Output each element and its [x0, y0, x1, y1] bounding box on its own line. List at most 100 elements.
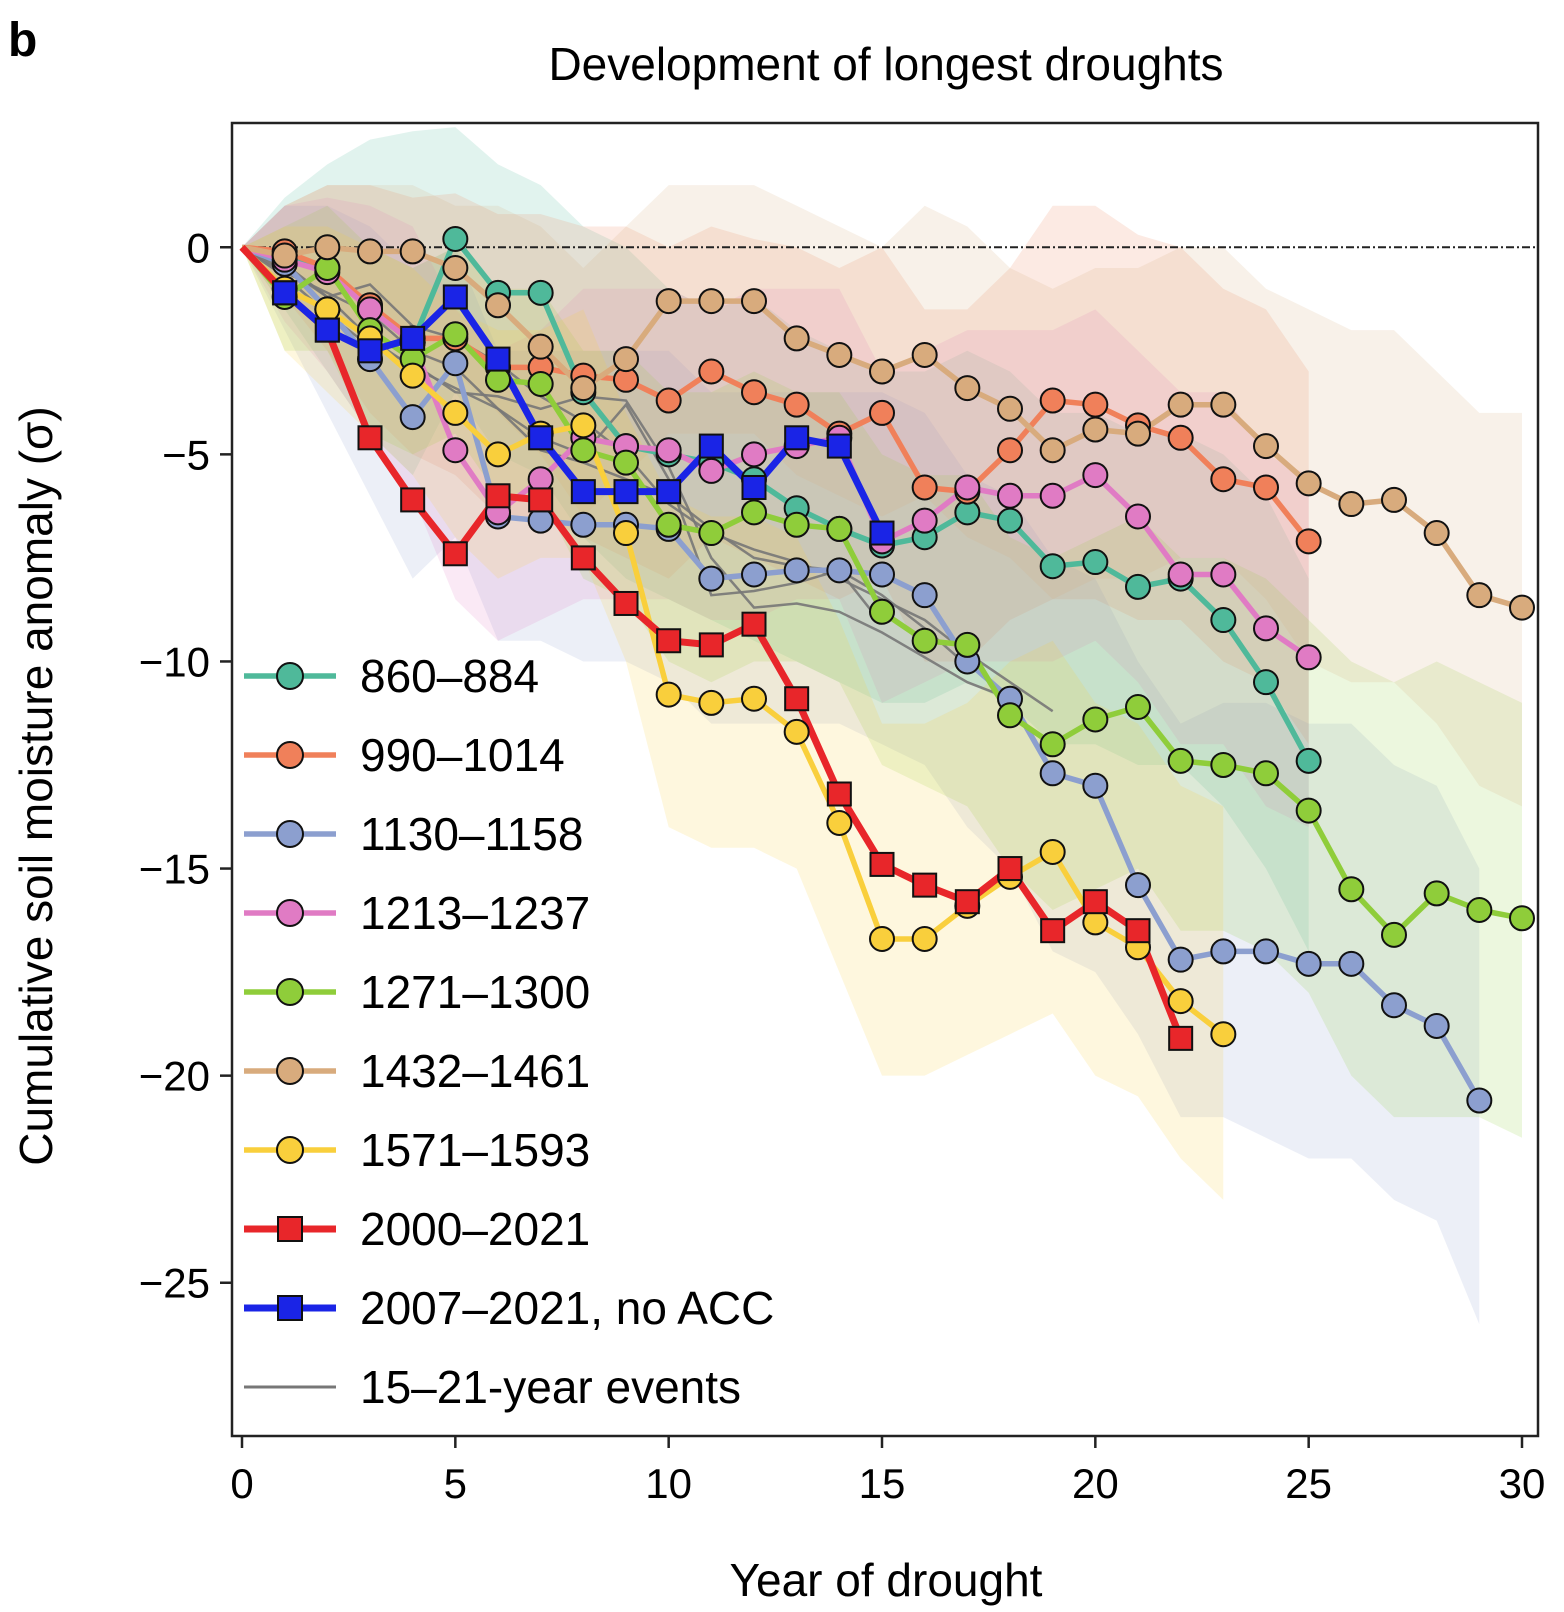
y-tick-label-3: −15 [139, 846, 210, 893]
x-tick-label-15: 15 [859, 1460, 906, 1507]
point-1432-1461-8 [570, 375, 597, 402]
point-1432-1461-14 [826, 341, 853, 368]
point-990-1014-13 [783, 391, 810, 418]
point-2000-2021-15 [869, 851, 895, 877]
point-1571-1593-12 [741, 685, 767, 712]
legend-marker [276, 1136, 304, 1164]
point-1271-1300-8 [570, 437, 597, 464]
legend-label: 1130–1158 [360, 808, 583, 860]
point-1271-1300-25 [1295, 797, 1322, 824]
x-tick-label-10: 10 [645, 1460, 692, 1507]
point-990-1014-24 [1253, 474, 1279, 501]
point-2007-2021-no-acc-13 [784, 425, 810, 451]
point-1130-1158-8 [570, 511, 597, 538]
chart-title: Development of longest droughts [548, 38, 1223, 90]
point-2000-2021-9 [613, 590, 639, 616]
point-990-1014-16 [911, 474, 938, 501]
point-1432-1461-22 [1167, 391, 1194, 418]
legend-entry-1213-1237: 1213–1237 [244, 887, 590, 939]
point-2007-2021-no-acc-10 [656, 479, 682, 505]
point-2000-2021-5 [442, 541, 468, 567]
point-1432-1461-5 [442, 254, 469, 281]
point-2007-2021-no-acc-3 [357, 338, 383, 364]
point-1213-1237-16 [911, 507, 938, 534]
point-1130-1158-29 [1466, 1087, 1493, 1114]
point-1432-1461-13 [783, 325, 810, 352]
legend-entry-1571-1593: 1571–1593 [244, 1124, 590, 1176]
point-1130-1158-21 [1125, 872, 1151, 899]
point-2007-2021-no-acc-11 [698, 433, 724, 459]
point-860-884-23 [1210, 607, 1237, 634]
point-1130-1158-20 [1082, 772, 1109, 799]
point-1571-1593-4 [399, 362, 426, 389]
gray-event-line-3 [241, 246, 883, 625]
point-1271-1300-15 [869, 598, 895, 625]
point-2007-2021-no-acc-4 [400, 325, 426, 351]
point-1130-1158-12 [741, 561, 767, 588]
point-2000-2021-16 [912, 872, 938, 898]
point-1130-1158-27 [1381, 992, 1407, 1019]
point-1432-1461-10 [655, 288, 682, 315]
point-990-1014-10 [655, 387, 682, 414]
point-2000-2021-10 [656, 628, 682, 654]
band-1271-1300 [242, 205, 1522, 1138]
point-1271-1300-30 [1509, 905, 1535, 932]
point-1213-1237-21 [1125, 503, 1151, 530]
point-1271-1300-14 [826, 515, 853, 542]
point-2007-2021-no-acc-12 [741, 474, 767, 500]
x-tick-label-0: 0 [230, 1460, 253, 1507]
point-1271-1300-20 [1082, 706, 1109, 733]
point-2000-2021-12 [741, 611, 767, 637]
point-1213-1237-12 [741, 441, 767, 468]
point-860-884-24 [1253, 669, 1279, 696]
point-1571-1593-15 [869, 925, 895, 952]
point-1130-1158-26 [1338, 950, 1365, 977]
point-1571-1593-14 [826, 809, 853, 836]
point-1571-1593-23 [1210, 1021, 1237, 1048]
point-1432-1461-2 [314, 234, 341, 261]
legend-entry-1271-1300: 1271–1300 [244, 966, 590, 1018]
x-tick-label-20: 20 [1072, 1460, 1119, 1507]
point-1130-1158-24 [1253, 938, 1279, 965]
point-2000-2021-14 [826, 781, 852, 807]
point-860-884-21 [1125, 573, 1151, 600]
y-tick-label-2: −10 [139, 638, 210, 685]
point-1571-1593-16 [911, 925, 938, 952]
legend-marker [276, 820, 304, 848]
x-axis: 0 5 10 15 20 25 30 [230, 1436, 1545, 1507]
legend-marker [277, 1216, 303, 1242]
point-2000-2021-4 [400, 487, 426, 513]
point-860-884-20 [1082, 549, 1109, 576]
point-1271-1300-5 [442, 321, 469, 348]
gray-event-line-1 [241, 246, 1054, 713]
point-1271-1300-17 [954, 631, 981, 658]
point-1432-1461-4 [399, 238, 426, 265]
legend-label: 1271–1300 [360, 966, 590, 1018]
point-1271-1300-7 [527, 370, 554, 397]
panel-label: b [8, 14, 37, 67]
x-axis-label: Year of drought [730, 1554, 1043, 1606]
point-1271-1300-18 [997, 702, 1023, 729]
point-1432-1461-23 [1210, 391, 1237, 418]
point-1432-1461-21 [1125, 420, 1151, 447]
point-1271-1300-12 [741, 499, 767, 526]
point-2000-2021-19 [1040, 918, 1066, 944]
point-2007-2021-no-acc-1 [272, 280, 298, 306]
point-2007-2021-no-acc-2 [314, 317, 340, 343]
point-1432-1461-26 [1338, 491, 1365, 518]
point-2000-2021-7 [528, 487, 554, 513]
band-860-884 [242, 127, 1309, 952]
point-2000-2021-21 [1125, 918, 1151, 944]
point-1213-1237-22 [1167, 561, 1194, 588]
point-1271-1300-23 [1210, 752, 1237, 779]
point-860-884-25 [1295, 747, 1322, 774]
point-1271-1300-24 [1253, 760, 1279, 787]
point-1571-1593-6 [485, 441, 511, 468]
point-2000-2021-13 [784, 686, 810, 712]
legend-marker [276, 899, 304, 927]
x-tick-label-30: 30 [1499, 1460, 1546, 1507]
point-1432-1461-16 [911, 341, 938, 368]
point-1271-1300-11 [698, 520, 725, 547]
point-2007-2021-no-acc-8 [570, 479, 596, 505]
point-990-1014-18 [997, 437, 1023, 464]
